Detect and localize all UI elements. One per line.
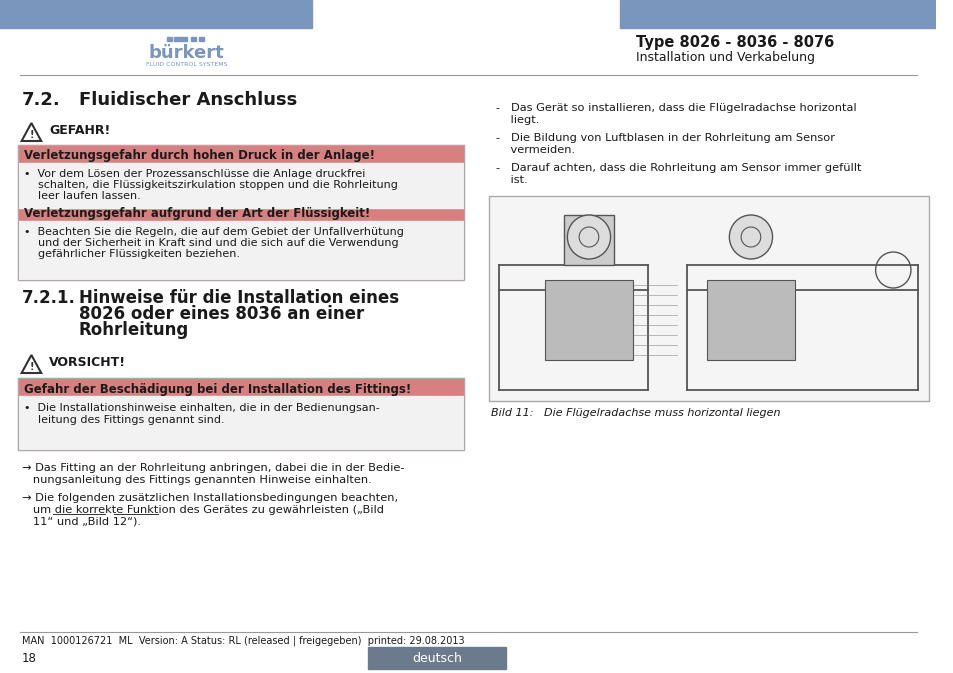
Bar	[167, 37, 172, 41]
Bar	[18, 221, 464, 280]
Bar	[18, 145, 464, 280]
Text: vermeiden.: vermeiden.	[496, 145, 575, 155]
Text: → Die folgenden zusätzlichen Installationsbedingungen beachten,: → Die folgenden zusätzlichen Installatio…	[22, 493, 397, 503]
Bar	[173, 37, 188, 41]
Text: 7.2.1.: 7.2.1.	[22, 289, 75, 307]
Text: schalten, die Flüssigkeitszirkulation stoppen und die Rohrleitung: schalten, die Flüssigkeitszirkulation st…	[24, 180, 397, 190]
Text: 11“ und „Bild 12“).: 11“ und „Bild 12“).	[22, 517, 140, 527]
Text: Installation und Verkabelung: Installation und Verkabelung	[636, 50, 814, 63]
Text: → Das Fitting an der Rohrleitung anbringen, dabei die in der Bedie-: → Das Fitting an der Rohrleitung anbring…	[22, 463, 404, 473]
Text: Gefahr der Beschädigung bei der Installation des Fittings!: Gefahr der Beschädigung bei der Installa…	[24, 382, 411, 396]
Bar	[18, 378, 464, 450]
Text: -   Darauf achten, dass die Rohrleitung am Sensor immer gefüllt: - Darauf achten, dass die Rohrleitung am…	[496, 163, 861, 173]
Text: 8026 oder eines 8036 an einer: 8026 oder eines 8036 an einer	[78, 305, 363, 323]
Circle shape	[729, 215, 772, 259]
Text: Fluidischer Anschluss: Fluidischer Anschluss	[78, 91, 296, 109]
Bar	[18, 378, 464, 450]
Bar	[368, 647, 505, 669]
Bar	[192, 37, 196, 41]
Text: !: !	[30, 362, 33, 372]
Bar	[564, 215, 613, 265]
Text: ist.: ist.	[496, 175, 527, 185]
Text: und der Sicherheit in Kraft sind und die sich auf die Verwendung: und der Sicherheit in Kraft sind und die…	[24, 238, 397, 248]
Circle shape	[567, 215, 610, 259]
Text: 7.2.: 7.2.	[22, 91, 60, 109]
Text: VORSICHT!: VORSICHT!	[49, 357, 126, 369]
Bar	[18, 145, 464, 280]
Bar	[544, 280, 633, 360]
Bar	[619, 0, 936, 28]
Bar	[0, 0, 312, 28]
Text: Verletzungsgefahr durch hohen Druck in der Anlage!: Verletzungsgefahr durch hohen Druck in d…	[24, 149, 375, 162]
Text: leer laufen lassen.: leer laufen lassen.	[24, 191, 140, 201]
Text: Rohrleitung: Rohrleitung	[78, 321, 189, 339]
Text: Type 8026 - 8036 - 8076: Type 8026 - 8036 - 8076	[636, 36, 834, 50]
Bar	[488, 196, 927, 401]
Text: •  Vor dem Lösen der Prozessanschlüsse die Anlage druckfrei: • Vor dem Lösen der Prozessanschlüsse di…	[24, 169, 365, 179]
Text: nungsanleitung des Fittings genannten Hinweise einhalten.: nungsanleitung des Fittings genannten Hi…	[22, 475, 371, 485]
Bar	[18, 396, 464, 450]
Text: bürkert: bürkert	[149, 44, 224, 62]
Text: um die korrekte Funktion des Gerätes zu gewährleisten („Bild: um die korrekte Funktion des Gerätes zu …	[22, 505, 383, 515]
Text: liegt.: liegt.	[496, 115, 538, 125]
Text: FLUID CONTROL SYSTEMS: FLUID CONTROL SYSTEMS	[146, 61, 227, 67]
Text: Verletzungsgefahr aufgrund der Art der Flüssigkeit!: Verletzungsgefahr aufgrund der Art der F…	[24, 207, 370, 221]
Text: leitung des Fittings genannt sind.: leitung des Fittings genannt sind.	[24, 415, 224, 425]
Bar	[706, 280, 794, 360]
Text: deutsch: deutsch	[412, 651, 461, 664]
Text: MAN  1000126721  ML  Version: A Status: RL (released | freigegeben)  printed: 29: MAN 1000126721 ML Version: A Status: RL …	[22, 636, 464, 646]
Text: 18: 18	[22, 651, 36, 664]
Text: •  Beachten Sie die Regeln, die auf dem Gebiet der Unfallverhütung: • Beachten Sie die Regeln, die auf dem G…	[24, 227, 403, 237]
Text: gefährlicher Flüssigkeiten beziehen.: gefährlicher Flüssigkeiten beziehen.	[24, 249, 239, 259]
Text: Bild 11:   Die Flügelradachse muss horizontal liegen: Bild 11: Die Flügelradachse muss horizon…	[490, 408, 780, 418]
Text: !: !	[30, 130, 33, 140]
Bar	[199, 37, 204, 41]
Text: •  Die Installationshinweise einhalten, die in der Bedienungsan-: • Die Installationshinweise einhalten, d…	[24, 403, 379, 413]
Text: -   Das Gerät so installieren, dass die Flügelradachse horizontal: - Das Gerät so installieren, dass die Fl…	[496, 103, 856, 113]
Text: GEFAHR!: GEFAHR!	[49, 125, 111, 137]
Text: Hinweise für die Installation eines: Hinweise für die Installation eines	[78, 289, 398, 307]
Bar	[18, 163, 464, 208]
Text: -   Die Bildung von Luftblasen in der Rohrleitung am Sensor: - Die Bildung von Luftblasen in der Rohr…	[496, 133, 834, 143]
